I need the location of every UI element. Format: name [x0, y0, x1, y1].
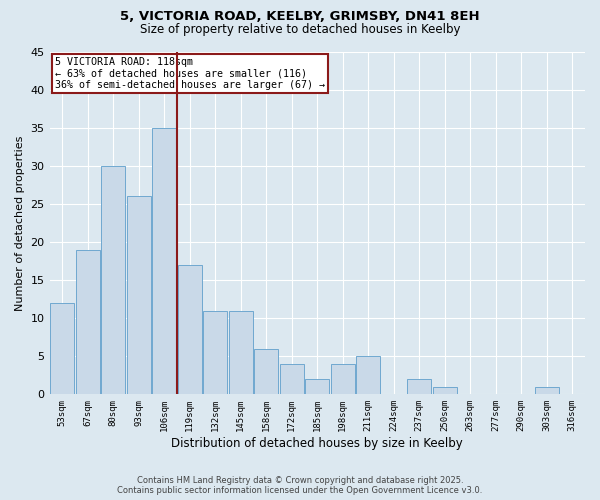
Bar [178, 265, 202, 394]
Text: 5, VICTORIA ROAD, KEELBY, GRIMSBY, DN41 8EH: 5, VICTORIA ROAD, KEELBY, GRIMSBY, DN41 … [120, 10, 480, 23]
Bar [152, 128, 176, 394]
Bar [50, 303, 74, 394]
Bar [535, 386, 559, 394]
Bar [331, 364, 355, 394]
Bar [101, 166, 125, 394]
Bar [356, 356, 380, 395]
Bar [433, 386, 457, 394]
Bar [76, 250, 100, 394]
Y-axis label: Number of detached properties: Number of detached properties [15, 135, 25, 310]
Bar [127, 196, 151, 394]
Text: Size of property relative to detached houses in Keelby: Size of property relative to detached ho… [140, 22, 460, 36]
X-axis label: Distribution of detached houses by size in Keelby: Distribution of detached houses by size … [172, 437, 463, 450]
Bar [280, 364, 304, 394]
Bar [407, 379, 431, 394]
Bar [229, 310, 253, 394]
Bar [254, 348, 278, 395]
Bar [203, 310, 227, 394]
Text: 5 VICTORIA ROAD: 118sqm
← 63% of detached houses are smaller (116)
36% of semi-d: 5 VICTORIA ROAD: 118sqm ← 63% of detache… [55, 56, 325, 90]
Bar [305, 379, 329, 394]
Text: Contains HM Land Registry data © Crown copyright and database right 2025.
Contai: Contains HM Land Registry data © Crown c… [118, 476, 482, 495]
